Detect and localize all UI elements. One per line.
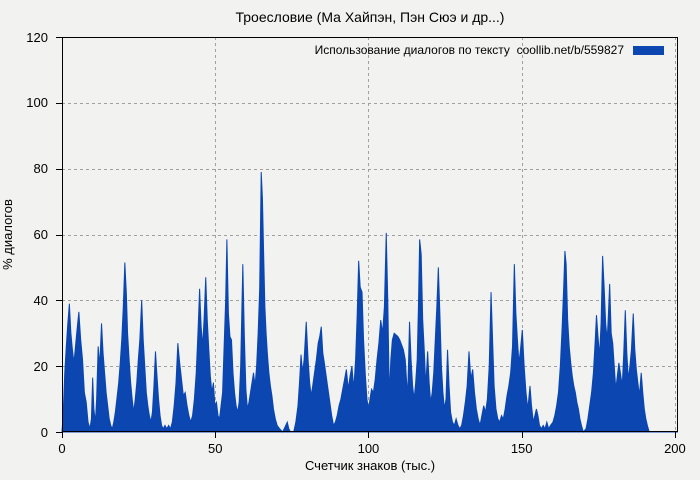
y-tick-label: 20 (33, 358, 48, 374)
y-tick-label: 60 (33, 227, 48, 242)
dialog-percentage-area-series (61, 171, 678, 434)
legend-label: Использование диалогов по тексту coollib… (314, 43, 624, 57)
plot-border (62, 37, 678, 432)
y-tick-label: 120 (26, 29, 48, 45)
legend: Использование диалогов по тексту coollib… (315, 44, 664, 57)
x-tick-label: 200 (664, 441, 686, 456)
x-tick-label: 100 (357, 441, 380, 456)
legend-series-swatch-icon (633, 46, 664, 55)
x-tick-label: 50 (207, 441, 223, 456)
y-tick-label: 40 (33, 292, 48, 308)
y-tick-label: 100 (26, 95, 48, 111)
x-tick-label: 150 (510, 441, 533, 456)
plot-canvas (56, 37, 678, 438)
x-axis-title: Счетчик знаков (тыс.) (304, 458, 436, 473)
y-tick-label: 80 (33, 161, 48, 177)
plot-area (56, 37, 678, 438)
y-tick-label: 0 (40, 424, 48, 440)
x-tick-label: 0 (58, 441, 66, 456)
chart-title: Троесловие (Ма Хайпэн, Пэн Сюэ и др...) (235, 9, 505, 25)
